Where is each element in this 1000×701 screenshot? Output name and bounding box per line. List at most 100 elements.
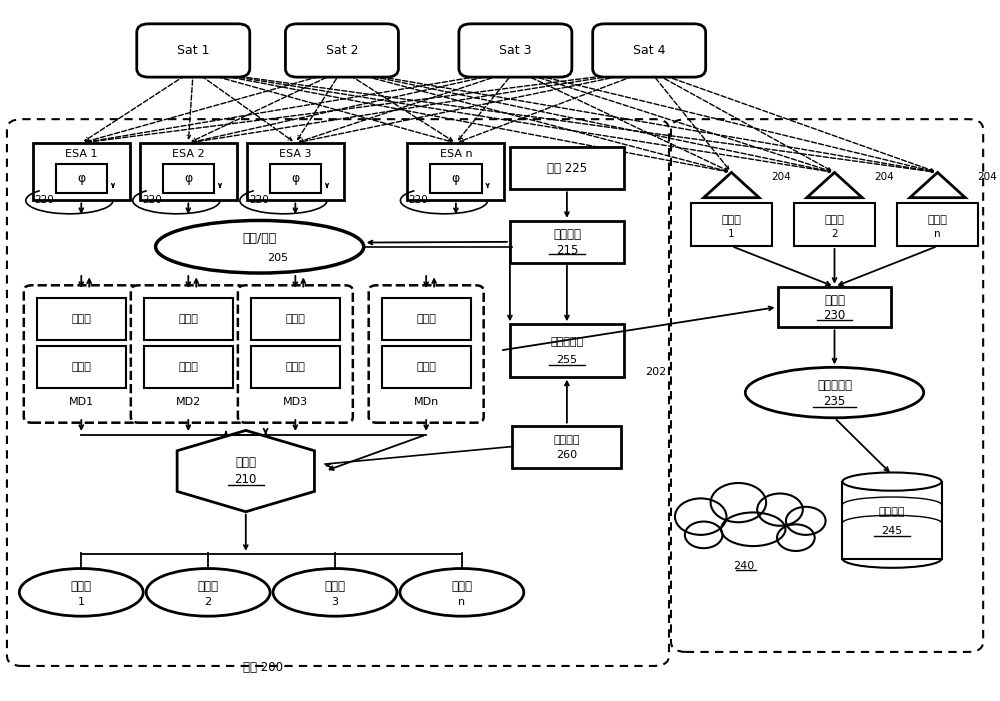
Bar [510, 221, 624, 263]
Text: 调制器: 调制器 [416, 314, 436, 324]
Ellipse shape [146, 569, 270, 616]
Text: ESA n: ESA n [440, 149, 472, 159]
Ellipse shape [675, 498, 726, 535]
Bar [407, 143, 504, 200]
Bar [691, 203, 772, 246]
Text: 204: 204 [771, 172, 791, 182]
Text: 收发器: 收发器 [721, 215, 741, 225]
Text: 路由器: 路由器 [824, 294, 845, 306]
Text: n: n [458, 597, 465, 607]
Bar [270, 164, 321, 193]
Ellipse shape [777, 524, 815, 551]
Bar [842, 482, 942, 559]
Bar [510, 324, 624, 376]
Ellipse shape [786, 507, 826, 535]
Text: n: n [934, 229, 941, 239]
Text: 调制器: 调制器 [178, 314, 198, 324]
Bar [37, 346, 126, 388]
Text: φ: φ [77, 172, 85, 185]
Text: Sat 1: Sat 1 [177, 44, 210, 57]
Bar [56, 164, 107, 193]
Ellipse shape [685, 522, 723, 548]
Text: φ: φ [184, 172, 192, 185]
Text: 调制解调器: 调制解调器 [550, 337, 583, 347]
Text: 240: 240 [733, 561, 754, 571]
Text: 235: 235 [823, 395, 846, 408]
Text: ESA 3: ESA 3 [279, 149, 312, 159]
FancyBboxPatch shape [459, 24, 572, 77]
Text: 数据存储: 数据存储 [879, 507, 905, 517]
Ellipse shape [711, 483, 766, 522]
Text: 204: 204 [874, 172, 894, 182]
Text: ESA 1: ESA 1 [65, 149, 98, 159]
Ellipse shape [745, 367, 924, 418]
Text: 260: 260 [556, 450, 577, 460]
Text: 计算机: 计算机 [451, 580, 472, 593]
Text: 210: 210 [235, 473, 257, 486]
Text: 解调器: 解调器 [178, 362, 198, 372]
Text: 220: 220 [408, 196, 428, 205]
Bar [778, 287, 891, 327]
Text: 解调器: 解调器 [416, 362, 436, 372]
Bar [144, 298, 233, 340]
Bar [382, 298, 471, 340]
Text: 255: 255 [556, 355, 577, 365]
Text: 调制器: 调制器 [71, 314, 91, 324]
Text: 计算机: 计算机 [198, 580, 219, 593]
Text: 245: 245 [881, 526, 903, 536]
Text: 组合计算机: 组合计算机 [817, 379, 852, 392]
Text: 解调器: 解调器 [285, 362, 305, 372]
Bar [382, 346, 471, 388]
Polygon shape [177, 430, 314, 512]
Ellipse shape [19, 569, 143, 616]
FancyBboxPatch shape [24, 285, 139, 423]
Text: 2: 2 [205, 597, 212, 607]
Ellipse shape [400, 569, 524, 616]
Bar [251, 346, 340, 388]
Text: 收发器: 收发器 [825, 215, 844, 225]
Bar [247, 143, 344, 200]
Bar [430, 164, 482, 193]
Bar [512, 426, 621, 468]
Text: Sat 4: Sat 4 [633, 44, 665, 57]
Text: 解调器: 解调器 [71, 362, 91, 372]
Text: 计算机: 计算机 [71, 580, 92, 593]
Text: 220: 220 [35, 196, 54, 205]
Text: 调制器: 调制器 [285, 314, 305, 324]
Polygon shape [910, 172, 965, 198]
Text: 控制电路: 控制电路 [553, 229, 581, 241]
Text: 1: 1 [78, 597, 85, 607]
FancyBboxPatch shape [238, 285, 353, 423]
Text: MD2: MD2 [176, 397, 201, 407]
Text: φ: φ [452, 172, 460, 185]
Polygon shape [704, 172, 759, 198]
Text: MD3: MD3 [283, 397, 308, 407]
Ellipse shape [273, 569, 397, 616]
Text: 运动 225: 运动 225 [547, 162, 587, 175]
Bar [897, 203, 978, 246]
Ellipse shape [156, 220, 364, 273]
Text: Sat 3: Sat 3 [499, 44, 532, 57]
Text: 204: 204 [977, 172, 997, 182]
Ellipse shape [757, 494, 803, 526]
Text: MD1: MD1 [69, 397, 94, 407]
Bar [140, 143, 237, 200]
Text: 202: 202 [645, 367, 667, 376]
Bar [33, 143, 130, 200]
Text: 2: 2 [831, 229, 838, 239]
Text: 230: 230 [823, 309, 846, 322]
Polygon shape [807, 172, 862, 198]
Text: 220: 220 [142, 196, 162, 205]
Text: 215: 215 [556, 244, 578, 257]
Bar [251, 298, 340, 340]
FancyBboxPatch shape [131, 285, 246, 423]
Text: 3: 3 [331, 597, 338, 607]
Bar [37, 298, 126, 340]
Text: φ: φ [291, 172, 299, 185]
Ellipse shape [721, 512, 785, 546]
Text: 220: 220 [249, 196, 269, 205]
Text: ESA 2: ESA 2 [172, 149, 205, 159]
Text: 数据系统: 数据系统 [554, 435, 580, 444]
FancyBboxPatch shape [137, 24, 250, 77]
Text: 1: 1 [728, 229, 735, 239]
